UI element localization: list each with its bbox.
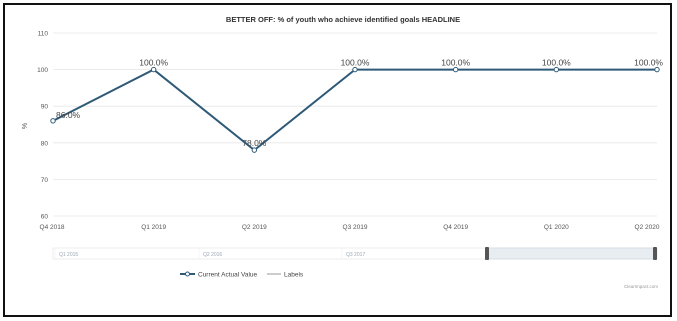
data-point[interactable] [553, 66, 560, 73]
series-line [52, 68, 657, 152]
x-tick-label: Q2 2019 [242, 224, 267, 231]
data-label: 100.0% [634, 58, 663, 68]
legend-label-current-actual-value[interactable]: Current Actual Value [198, 272, 258, 279]
x-tick-label: Q4 2018 [40, 224, 65, 231]
chart-credit[interactable]: ClearImpact.com [624, 284, 658, 289]
y-tick-label: 100 [37, 67, 48, 74]
legend-label-labels[interactable]: Labels [284, 272, 304, 279]
data-label: 100.0% [341, 58, 370, 68]
y-tick-label: 70 [41, 177, 49, 184]
navigator-right-handle[interactable] [653, 247, 657, 260]
x-tick-label: Q3 2019 [343, 224, 368, 231]
data-label: 100.0% [542, 58, 571, 68]
data-labels: 86.0% 100.0% 78.0% 100.0% 100.0% 100.0% 100.0% [56, 58, 663, 149]
y-tick-label: 80 [41, 140, 49, 147]
chart-frame: BETTER OFF: % of youth who achieve ident… [3, 3, 672, 317]
data-point[interactable] [50, 118, 56, 124]
navigator-label: Q3 2017 [346, 252, 365, 258]
data-point[interactable] [352, 66, 358, 73]
data-label: 86.0% [56, 110, 81, 120]
x-tick-label: Q1 2020 [544, 224, 569, 231]
x-tick-label: Q4 2019 [443, 224, 468, 231]
x-axis-ticks: Q4 2018 Q1 2019 Q2 2019 Q3 2019 Q4 2019 Q1 20… [40, 224, 660, 231]
y-tick-label: 60 [41, 214, 49, 221]
x-tick-label: Q2 2020 [635, 224, 660, 231]
data-label: 100.0% [441, 58, 470, 68]
y-tick-label: 110 [38, 31, 49, 38]
line-chart: BETTER OFF: % of youth who achieve ident… [22, 15, 663, 289]
navigator-label: Q2 2016 [203, 252, 222, 258]
y-axis-ticks: 60 70 80 90 100 110 [37, 31, 48, 221]
data-point[interactable] [150, 66, 157, 73]
navigator-left-handle[interactable] [485, 247, 489, 260]
data-point[interactable] [452, 66, 459, 73]
data-point[interactable] [654, 66, 660, 73]
y-axis-label: % [22, 123, 29, 129]
legend: Current Actual Value Labels [180, 271, 304, 279]
x-tick-label: Q1 2019 [141, 224, 166, 231]
y-tick-label: 90 [41, 104, 49, 111]
chart-title: BETTER OFF: % of youth who achieve ident… [226, 15, 460, 24]
data-label: 78.0% [242, 138, 267, 148]
data-point[interactable] [251, 147, 258, 153]
legend-marker [185, 271, 190, 277]
series-current-actual-value [50, 66, 660, 153]
navigator-selection[interactable] [486, 247, 656, 260]
data-label: 100.0% [139, 58, 168, 68]
navigator-label: Q1 2015 [59, 252, 78, 258]
